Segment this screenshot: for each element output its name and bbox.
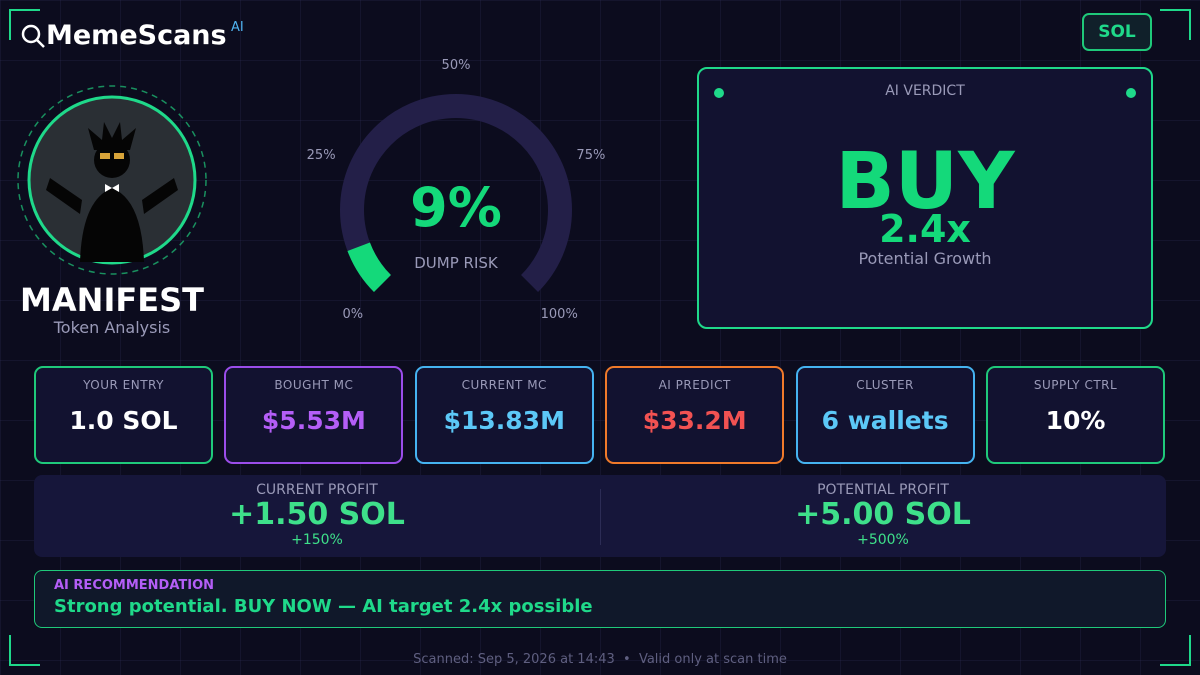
profit-half: CURRENT PROFIT +1.50 SOL +150% <box>34 475 600 548</box>
profit-percent: +150% <box>291 532 343 548</box>
profit-half: POTENTIAL PROFIT +5.00 SOL +500% <box>600 475 1166 548</box>
divider <box>600 489 601 545</box>
gauge-fill <box>347 242 392 293</box>
stat-label: AI PREDICT <box>658 378 731 392</box>
dot <box>714 88 724 98</box>
stat-value: 1.0 SOL <box>69 406 178 435</box>
profit-value: +5.00 SOL <box>795 497 971 532</box>
stat-value: $33.2M <box>642 406 747 435</box>
stat-value: 10% <box>1045 406 1106 435</box>
dot <box>1126 88 1136 98</box>
stat-label: CLUSTER <box>856 378 914 392</box>
stat-card: SUPPLY CTRL 10% <box>986 366 1165 464</box>
gauge-tick-label: 0% <box>342 307 363 322</box>
verdict-caption: Potential Growth <box>858 249 992 268</box>
stat-card: CURRENT MC $13.83M <box>414 366 594 464</box>
brand: MemeScans <box>46 20 227 51</box>
gauge-value: 9% <box>410 176 502 239</box>
profit-value: +1.50 SOL <box>229 497 405 532</box>
gauge-track <box>340 94 572 293</box>
gauge-tick-label: 50% <box>442 58 471 73</box>
stat-card: BOUGHT MC $5.53M <box>224 366 404 464</box>
recommendation-text: Strong potential. BUY NOW — AI target 2.… <box>54 596 593 617</box>
profit-label: CURRENT PROFIT <box>256 482 378 498</box>
profit-percent: +500% <box>857 532 909 548</box>
stat-value: $5.53M <box>261 406 366 435</box>
verdict-decision: BUY <box>835 137 1015 227</box>
stat-label: SUPPLY CTRL <box>1033 378 1118 392</box>
profit-panel: CURRENT PROFIT +1.50 SOL +150% POTENTIAL PR… <box>34 475 1166 557</box>
profit-label: POTENTIAL PROFIT <box>817 482 949 498</box>
gauge: 9% DUMP RISK 0% 25% 50% 75% 100% <box>307 58 606 322</box>
gauge-tick-label: 100% <box>541 307 578 322</box>
stat-label: YOUR ENTRY <box>83 378 164 392</box>
chain-button[interactable]: SOL <box>1082 13 1152 51</box>
gauge-label: DUMP RISK <box>414 254 499 272</box>
recommendation-label: AI RECOMMENDATION <box>54 578 215 593</box>
gauge-tick-label: 75% <box>576 148 605 163</box>
brand-badge: AI <box>231 20 244 35</box>
gauge-tick-label: 25% <box>307 148 336 163</box>
stat-card: AI PREDICT $33.2M <box>605 366 785 464</box>
footer: Scanned: Sep 5, 2026 at 14:43 • Valid on… <box>413 652 787 667</box>
stat-label: CURRENT MC <box>461 378 547 392</box>
stat-label: BOUGHT MC <box>274 378 354 392</box>
stat-card: YOUR ENTRY 1.0 SOL <box>34 366 213 464</box>
stat-value: 6 wallets <box>821 406 949 435</box>
verdict-panel: AI VERDICT BUY 2.4x Potential Growth <box>697 67 1153 329</box>
verdict-multiplier: 2.4x <box>879 207 971 251</box>
token-name: MANIFEST <box>20 281 204 319</box>
recommendation: AI RECOMMENDATION Strong potential. BUY … <box>34 570 1166 628</box>
stat-value: $13.83M <box>443 406 565 435</box>
stat-card: CLUSTER 6 wallets <box>795 366 975 464</box>
verdict-title: AI VERDICT <box>885 83 965 99</box>
token-subtitle: Token Analysis <box>53 318 171 337</box>
